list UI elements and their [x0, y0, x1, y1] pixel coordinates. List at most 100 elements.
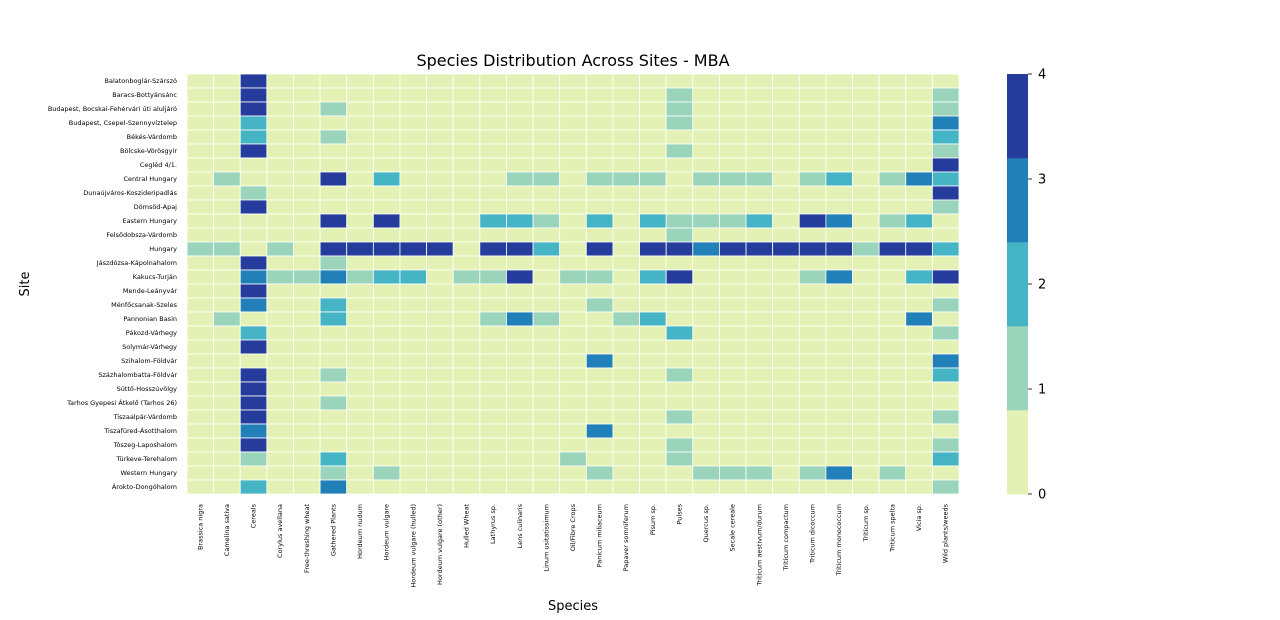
heatmap-cell: [772, 143, 800, 159]
heatmap-cell: [239, 115, 268, 131]
heatmap-cell: [293, 269, 321, 285]
heatmap-cell: [399, 101, 427, 117]
heatmap-cell: [293, 87, 321, 103]
heatmap-cell: [239, 143, 268, 159]
heatmap-cell: [745, 255, 774, 271]
heatmap-cell: [372, 367, 401, 383]
heatmap-cell: [692, 269, 720, 285]
heatmap-cell: [612, 339, 640, 355]
heatmap-cell: [931, 451, 960, 467]
heatmap-cell: [719, 437, 747, 453]
heatmap-cell: [692, 297, 720, 313]
heatmap-cell: [186, 325, 215, 341]
species-tick-label: Hordeum vulgare: [383, 504, 391, 560]
heatmap-cell: [745, 73, 774, 89]
species-tick-label: Hordeum vulgare (hulled): [409, 504, 417, 588]
heatmap-cell: [186, 381, 215, 397]
heatmap-cell: [266, 395, 294, 411]
heatmap-cell: [852, 339, 880, 355]
heatmap-cell: [426, 129, 454, 145]
heatmap-cell: [585, 339, 614, 355]
heatmap-cell: [186, 255, 215, 271]
heatmap-cell: [772, 325, 800, 341]
heatmap-cell: [293, 353, 321, 369]
heatmap-cell: [506, 283, 534, 299]
heatmap-cell: [479, 73, 507, 89]
heatmap-cell: [479, 129, 507, 145]
heatmap-cell: [559, 479, 587, 495]
heatmap-cell: [399, 451, 427, 467]
heatmap-cell: [931, 283, 960, 299]
heatmap-cell: [239, 227, 268, 243]
heatmap-cell: [372, 409, 401, 425]
heatmap-cell: [612, 143, 640, 159]
heatmap-cell: [426, 339, 454, 355]
heatmap-cell: [798, 255, 827, 271]
heatmap-cell: [772, 409, 800, 425]
heatmap-cell: [319, 297, 348, 313]
heatmap-cell: [825, 255, 853, 271]
heatmap-cell: [692, 283, 720, 299]
heatmap-cell: [798, 437, 827, 453]
heatmap-cell: [719, 143, 747, 159]
heatmap-cell: [612, 227, 640, 243]
heatmap-cell: [532, 73, 561, 89]
heatmap-cell: [905, 423, 933, 439]
heatmap-cell: [825, 381, 853, 397]
heatmap-cell: [532, 87, 561, 103]
heatmap-cell: [319, 465, 348, 481]
heatmap-cell: [878, 115, 907, 131]
heatmap-cell: [319, 353, 348, 369]
heatmap-cell: [319, 255, 348, 271]
heatmap-cell: [266, 129, 294, 145]
heatmap-cell: [665, 437, 694, 453]
heatmap-cell: [266, 465, 294, 481]
heatmap-cell: [798, 87, 827, 103]
species-tick-label: Oil/Fibre Crops: [569, 503, 577, 551]
heatmap-cell: [372, 269, 401, 285]
heatmap-cell: [585, 185, 614, 201]
colorbar-segment: [1007, 158, 1028, 243]
heatmap-cell: [372, 143, 401, 159]
heatmap-cell: [186, 297, 215, 313]
site-tick-label: Balatonboglár-Szárszó: [105, 77, 177, 85]
heatmap-cell: [692, 409, 720, 425]
heatmap-cell: [186, 269, 215, 285]
heatmap-cell: [293, 255, 321, 271]
heatmap-cell: [452, 157, 481, 173]
heatmap-cell: [852, 73, 880, 89]
site-tick-label: Jászdózsa-Kápolnahalom: [96, 259, 177, 267]
heatmap-cell: [532, 157, 561, 173]
heatmap-cell: [905, 129, 933, 145]
heatmap-cell: [905, 451, 933, 467]
heatmap-cell: [372, 423, 401, 439]
heatmap-cell: [186, 157, 215, 173]
colorbar-tick-label: 4: [1038, 68, 1046, 83]
heatmap-cell: [745, 129, 774, 145]
heatmap-cell: [426, 143, 454, 159]
heatmap-cell: [878, 423, 907, 439]
heatmap-cell: [319, 409, 348, 425]
species-tick-label: Hordeum vulgare (other): [436, 504, 444, 585]
heatmap-cell: [293, 227, 321, 243]
heatmap-cell: [692, 465, 720, 481]
heatmap-cell: [479, 423, 507, 439]
heatmap-cell: [878, 269, 907, 285]
heatmap-cell: [905, 437, 933, 453]
heatmap-cell: [452, 353, 481, 369]
heatmap-cell: [719, 73, 747, 89]
site-tick-label: Felsődobsza-Várdomb: [106, 230, 177, 239]
heatmap-cell: [825, 241, 853, 257]
heatmap-cell: [878, 157, 907, 173]
heatmap-cell: [372, 479, 401, 495]
heatmap-cell: [293, 479, 321, 495]
site-tick-label: Tiszaalpár-Várdomb: [112, 413, 177, 421]
heatmap-cell: [878, 199, 907, 215]
heatmap-cell: [532, 171, 561, 187]
heatmap-cell: [905, 367, 933, 383]
heatmap-cell: [319, 115, 348, 131]
heatmap-cell: [399, 283, 427, 299]
heatmap-cell: [745, 395, 774, 411]
heatmap-cell: [585, 479, 614, 495]
heatmap-cell: [186, 171, 215, 187]
